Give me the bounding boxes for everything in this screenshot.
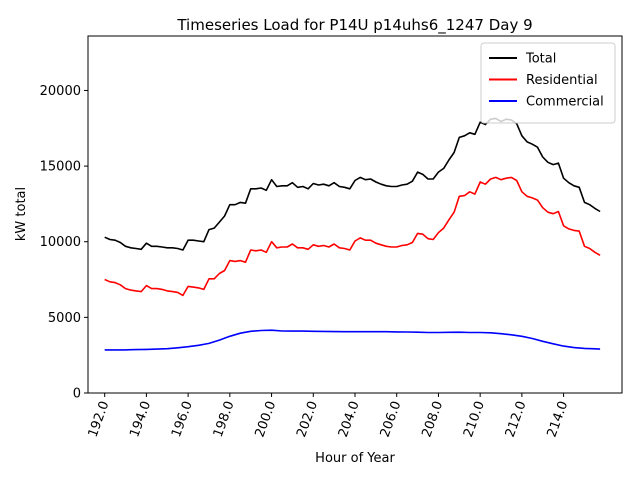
legend-label-residential: Residential xyxy=(526,73,598,88)
series-line-commercial xyxy=(104,329,601,351)
legend: Total Residential Commercial xyxy=(480,42,616,124)
series-line-residential xyxy=(104,176,601,297)
series-line-total xyxy=(104,117,601,251)
y-tick-label: 0 xyxy=(73,387,81,402)
x-axis-label: Hour of Year xyxy=(315,451,395,466)
y-tick-label: 20000 xyxy=(40,84,81,99)
series-layer xyxy=(104,117,601,351)
legend-box xyxy=(480,42,616,124)
y-tick-label: 15000 xyxy=(40,160,81,175)
legend-label-commercial: Commercial xyxy=(526,95,604,110)
y-axis-label: kW total xyxy=(14,187,29,241)
y-tick-label: 10000 xyxy=(40,235,81,250)
y-tick-label: 5000 xyxy=(48,311,81,326)
y-axis: 0 5000 10000 15000 20000 xyxy=(40,84,88,402)
legend-label-total: Total xyxy=(525,52,556,67)
chart-title: Timeseries Load for P14U p14uhs6_1247 Da… xyxy=(176,16,532,35)
